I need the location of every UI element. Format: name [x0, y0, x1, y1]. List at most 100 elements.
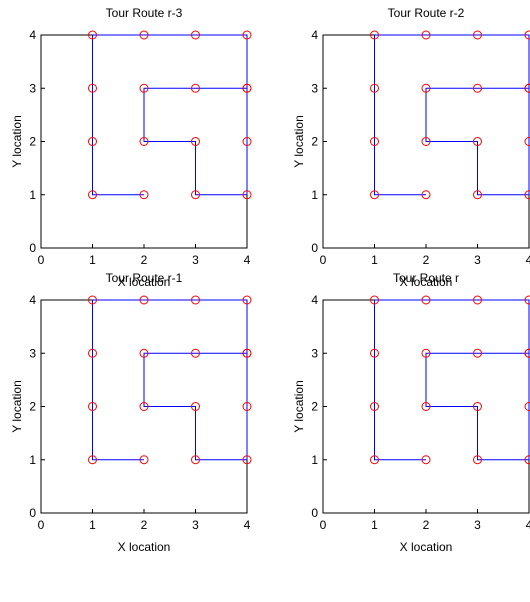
city-marker [473, 348, 482, 358]
y-tick-label: 0 [29, 506, 36, 520]
y-tick-label: 0 [311, 241, 318, 255]
city-marker [242, 402, 252, 411]
x-tick-label: 3 [192, 253, 199, 267]
city-marker [524, 455, 530, 465]
y-tick-label: 4 [311, 293, 318, 307]
y-tick-label: 0 [29, 241, 36, 255]
route-line [374, 34, 530, 196]
city-marker [139, 455, 149, 465]
x-tick-label: 4 [244, 253, 251, 267]
x-tick-label: 4 [526, 518, 530, 532]
y-axis-label: Y location [10, 380, 24, 432]
city-marker [242, 83, 252, 93]
city-marker [370, 83, 379, 93]
chart-title: Tour Route r-3 [106, 6, 183, 20]
y-tick-label: 4 [29, 293, 36, 307]
city-marker [524, 348, 530, 358]
x-tick-label: 4 [244, 518, 251, 532]
y-tick-label: 2 [311, 400, 318, 414]
city-marker [191, 30, 200, 40]
y-axis-label: Y location [292, 380, 306, 432]
city-marker [191, 402, 200, 411]
city-marker [370, 348, 379, 358]
city-marker [191, 137, 200, 146]
x-tick-label: 0 [320, 253, 327, 267]
city-marker [473, 137, 482, 146]
city-marker [88, 348, 97, 358]
city-marker [421, 137, 431, 146]
city-marker [139, 137, 149, 146]
x-tick-label: 3 [474, 253, 481, 267]
city-marker [88, 137, 97, 146]
city-marker [473, 455, 482, 465]
y-tick-label: 4 [311, 28, 318, 42]
city-marker [139, 295, 149, 305]
x-tick-label: 1 [89, 518, 96, 532]
city-marker [88, 402, 97, 411]
city-marker [524, 190, 530, 200]
city-marker [242, 190, 252, 200]
city-marker [524, 402, 530, 411]
city-marker [421, 455, 431, 465]
chart-title: Tour Route r-1 [106, 271, 183, 285]
city-marker [191, 455, 200, 465]
city-marker [524, 295, 530, 305]
x-tick-label: 0 [38, 253, 45, 267]
city-marker [473, 402, 482, 411]
city-marker [370, 190, 379, 200]
route-line [92, 34, 248, 196]
city-marker [524, 30, 530, 40]
y-tick-label: 2 [29, 135, 36, 149]
city-marker [473, 190, 482, 200]
city-marker [88, 30, 97, 40]
city-marker [421, 190, 431, 200]
city-marker [473, 83, 482, 93]
city-marker [473, 30, 482, 40]
city-marker [88, 190, 97, 200]
route-line [92, 299, 248, 461]
x-tick-label: 1 [371, 518, 378, 532]
city-marker [191, 295, 200, 305]
y-axis-label: Y location [10, 115, 24, 167]
city-marker [139, 348, 149, 358]
x-tick-label: 3 [474, 518, 481, 532]
x-tick-label: 0 [320, 518, 327, 532]
x-tick-label: 4 [526, 253, 530, 267]
city-marker [88, 295, 97, 305]
city-marker [191, 190, 200, 200]
x-tick-label: 0 [38, 518, 45, 532]
city-marker [242, 455, 252, 465]
x-tick-label: 1 [89, 253, 96, 267]
y-tick-label: 3 [29, 81, 36, 95]
city-marker [139, 190, 149, 200]
city-marker [421, 83, 431, 93]
city-marker [421, 30, 431, 40]
city-marker [473, 295, 482, 305]
y-tick-label: 3 [311, 346, 318, 360]
chart-title: Tour Route r [393, 271, 459, 285]
city-marker [370, 137, 379, 146]
y-tick-label: 1 [29, 188, 36, 202]
city-marker [421, 295, 431, 305]
x-tick-label: 2 [141, 518, 148, 532]
y-tick-label: 1 [29, 453, 36, 467]
city-marker [242, 295, 252, 305]
city-marker [242, 348, 252, 358]
city-marker [370, 402, 379, 411]
city-marker [421, 348, 431, 358]
y-tick-label: 3 [29, 346, 36, 360]
city-marker [139, 402, 149, 411]
x-tick-label: 2 [141, 253, 148, 267]
y-tick-label: 4 [29, 28, 36, 42]
city-marker [242, 137, 252, 146]
city-marker [421, 402, 431, 411]
x-tick-label: 2 [423, 518, 430, 532]
y-tick-label: 1 [311, 453, 318, 467]
city-marker [191, 83, 200, 93]
city-marker [139, 30, 149, 40]
city-marker [524, 83, 530, 93]
city-marker [242, 30, 252, 40]
y-tick-label: 0 [311, 506, 318, 520]
